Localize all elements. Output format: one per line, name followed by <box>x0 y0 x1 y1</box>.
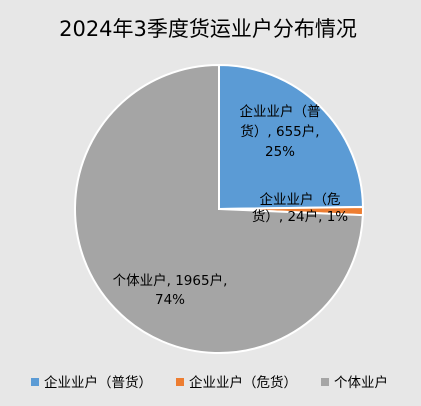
data-label-2: 企业业户（危货）, 24户, 1% <box>252 191 348 225</box>
legend: 企业业户（普货） 企业业户（危货） 个体业户 <box>31 374 388 391</box>
legend-swatch-3 <box>321 378 329 386</box>
pie-slice-3 <box>74 63 364 354</box>
legend-swatch-2 <box>176 378 184 386</box>
legend-label-2: 企业业户（危货） <box>189 374 297 391</box>
data-label-3: 个体业户, 1965户, 74% <box>113 272 228 308</box>
legend-label-3: 个体业户 <box>334 374 388 391</box>
legend-label-1: 企业业户（普货） <box>44 374 152 391</box>
data-labels: 企业业户（普货）, 655户, 25% 企业业户（危货）, 24户, 1% 个体业户,… <box>113 103 349 308</box>
pie-slice-1 <box>218 63 364 211</box>
pie-slices <box>74 63 364 354</box>
data-label-1: 企业业户（普货）, 655户, 25% <box>240 103 321 160</box>
legend-swatch-1 <box>31 378 39 386</box>
chart-title: 2024年3季度货运业户分布情况 <box>59 17 357 41</box>
